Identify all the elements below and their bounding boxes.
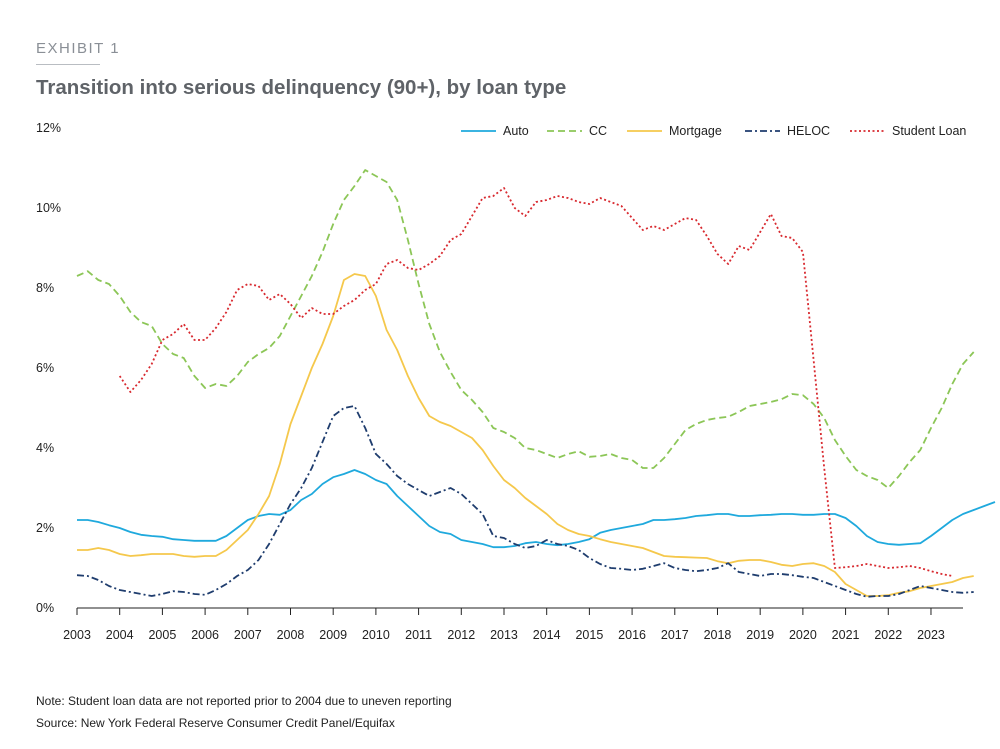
series-line-student-loan bbox=[118, 187, 953, 577]
exhibit-label: EXHIBIT 1 bbox=[36, 40, 121, 57]
y-tick-label: 4% bbox=[36, 441, 54, 455]
legend: Auto CC Mortgage HELOC Student Loan bbox=[461, 124, 966, 138]
x-tick-label: 2020 bbox=[789, 628, 817, 642]
x-tick-label: 2006 bbox=[191, 628, 219, 642]
x-tick-label: 2017 bbox=[661, 628, 689, 642]
series-line-auto bbox=[77, 469, 996, 549]
x-axis-ticks: 2003 2004 2005 2006 2007 2008 2009 2010 2011 2012… bbox=[63, 608, 945, 642]
x-tick-label: 2023 bbox=[917, 628, 945, 642]
legend-label-student-loan: Student Loan bbox=[892, 124, 966, 138]
x-tick-label: 2012 bbox=[447, 628, 475, 642]
x-tick-label: 2014 bbox=[533, 628, 561, 642]
y-tick-label: 8% bbox=[36, 281, 54, 295]
y-tick-label: 6% bbox=[36, 361, 54, 375]
series-line-mortgage bbox=[77, 273, 974, 597]
x-tick-label: 2016 bbox=[618, 628, 646, 642]
exhibit-divider bbox=[36, 64, 100, 65]
legend-label-heloc: HELOC bbox=[787, 124, 830, 138]
legend-label-mortgage: Mortgage bbox=[669, 124, 722, 138]
y-axis-ticks: 0% 2% 4% 6% 8% 10% 12% bbox=[36, 121, 61, 615]
x-tick-label: 2009 bbox=[319, 628, 347, 642]
x-tick-label: 2004 bbox=[106, 628, 134, 642]
series-line-cc bbox=[76, 169, 975, 489]
x-tick-label: 2021 bbox=[832, 628, 860, 642]
y-tick-label: 10% bbox=[36, 201, 61, 215]
y-tick-label: 12% bbox=[36, 121, 61, 135]
x-tick-label: 2022 bbox=[874, 628, 902, 642]
x-tick-label: 2019 bbox=[746, 628, 774, 642]
y-tick-label: 0% bbox=[36, 601, 54, 615]
x-tick-label: 2005 bbox=[148, 628, 176, 642]
x-tick-label: 2018 bbox=[704, 628, 732, 642]
x-tick-label: 2010 bbox=[362, 628, 390, 642]
source-note: Source: New York Federal Reserve Consume… bbox=[36, 716, 395, 730]
x-tick-label: 2003 bbox=[63, 628, 91, 642]
footnote: Note: Student loan data are not reported… bbox=[36, 694, 452, 708]
x-tick-label: 2013 bbox=[490, 628, 518, 642]
series-lines bbox=[76, 169, 996, 598]
legend-label-cc: CC bbox=[589, 124, 607, 138]
series-line-heloc bbox=[76, 405, 974, 598]
y-tick-label: 2% bbox=[36, 521, 54, 535]
chart-title: Transition into serious delinquency (90+… bbox=[36, 76, 567, 99]
legend-label-auto: Auto bbox=[503, 124, 529, 138]
x-tick-label: 2015 bbox=[575, 628, 603, 642]
x-tick-label: 2007 bbox=[234, 628, 262, 642]
line-chart: 0%2%4%6%8%10%12% 2003 2004 2005 2006 2007 200… bbox=[36, 121, 996, 642]
x-tick-label: 2011 bbox=[405, 628, 432, 642]
x-tick-label: 2008 bbox=[277, 628, 305, 642]
